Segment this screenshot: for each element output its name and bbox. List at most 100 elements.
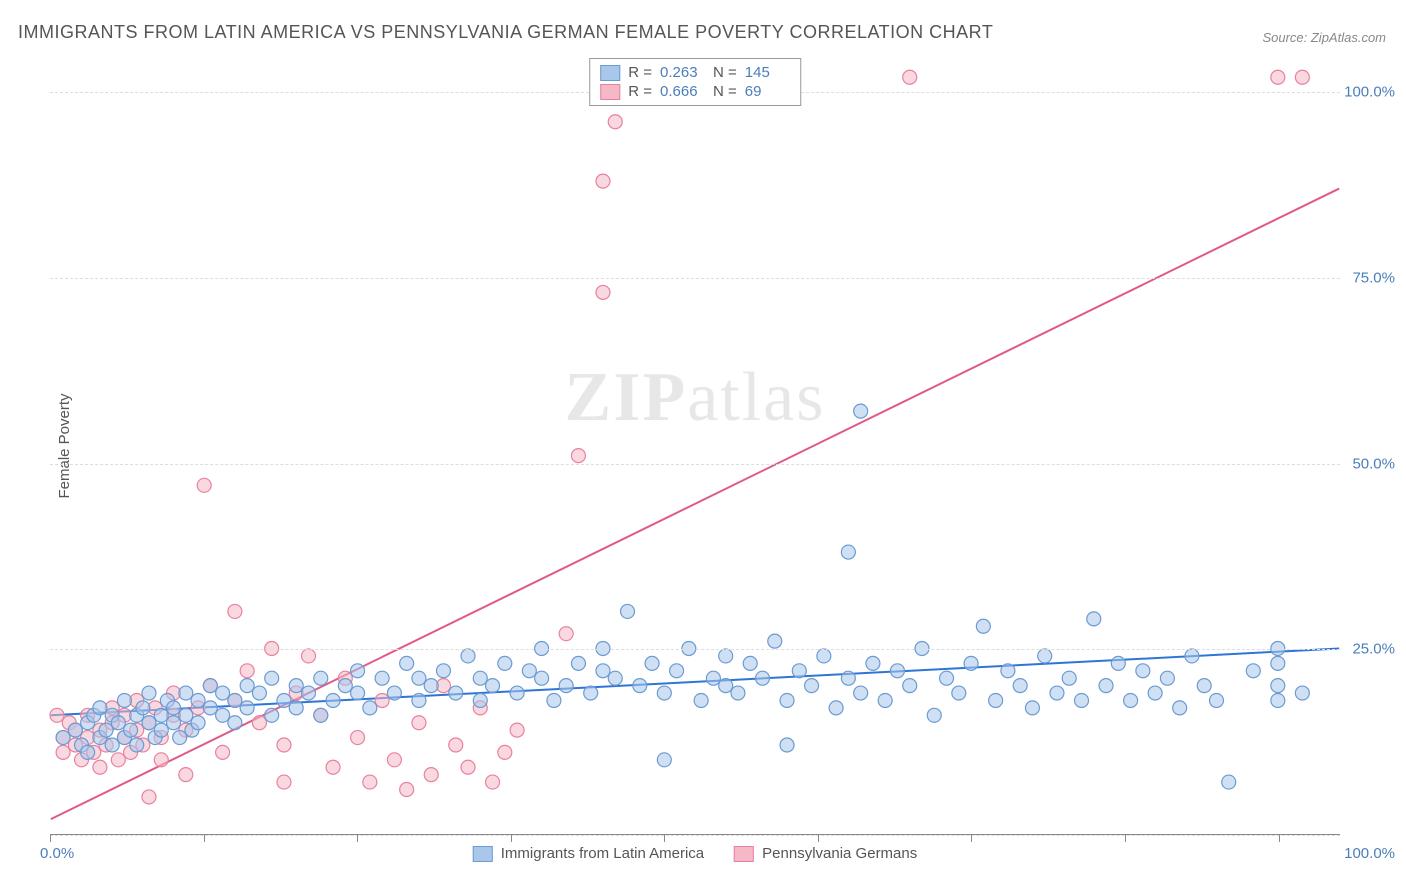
legend-swatch-a: [600, 65, 620, 81]
scatter-point: [1087, 612, 1101, 626]
y-tick-label: 50.0%: [1352, 455, 1395, 472]
scatter-point: [461, 649, 475, 663]
scatter-point: [719, 649, 733, 663]
x-tick: [50, 834, 51, 842]
scatter-point: [105, 738, 119, 752]
scatter-point: [1099, 679, 1113, 693]
scatter-point: [277, 738, 291, 752]
scatter-point: [1271, 70, 1285, 84]
x-tick: [1279, 834, 1280, 842]
scatter-point: [829, 701, 843, 715]
scatter-point: [1295, 686, 1309, 700]
scatter-point: [167, 716, 181, 730]
scatter-point: [547, 693, 561, 707]
x-tick: [1125, 834, 1126, 842]
scatter-point: [179, 768, 193, 782]
chart-title: IMMIGRANTS FROM LATIN AMERICA VS PENNSYL…: [18, 22, 993, 43]
scatter-point: [473, 693, 487, 707]
scatter-point: [130, 738, 144, 752]
scatter-point: [780, 738, 794, 752]
scatter-point: [706, 671, 720, 685]
x-tick: [357, 834, 358, 842]
scatter-point: [111, 716, 125, 730]
x-axis-min-label: 0.0%: [40, 845, 74, 862]
scatter-point: [436, 664, 450, 678]
scatter-point: [400, 656, 414, 670]
scatter-point: [302, 649, 316, 663]
scatter-point: [216, 686, 230, 700]
scatter-point: [265, 708, 279, 722]
legend-label-b: Pennsylvania Germans: [762, 845, 917, 862]
scatter-point: [522, 664, 536, 678]
scatter-point: [571, 449, 585, 463]
scatter-point: [792, 664, 806, 678]
scatter-point: [1160, 671, 1174, 685]
scatter-point: [240, 664, 254, 678]
scatter-point: [81, 745, 95, 759]
scatter-point: [596, 285, 610, 299]
scatter-point: [1295, 70, 1309, 84]
scatter-point: [854, 686, 868, 700]
scatter-point: [1222, 775, 1236, 789]
scatter-point: [1197, 679, 1211, 693]
scatter-point: [154, 753, 168, 767]
scatter-point: [216, 708, 230, 722]
scatter-point: [412, 716, 426, 730]
scatter-point: [768, 634, 782, 648]
scatter-point: [424, 679, 438, 693]
chart-container: IMMIGRANTS FROM LATIN AMERICA VS PENNSYL…: [0, 0, 1406, 892]
scatter-point: [93, 760, 107, 774]
scatter-point: [191, 716, 205, 730]
gridline-h: [50, 649, 1340, 650]
scatter-point: [179, 708, 193, 722]
scatter-point: [890, 664, 904, 678]
scatter-point: [68, 723, 82, 737]
scatter-point: [326, 760, 340, 774]
scatter-point: [743, 656, 757, 670]
scatter-point: [412, 693, 426, 707]
scatter-point: [216, 745, 230, 759]
scatter-point: [302, 686, 316, 700]
scatter-point: [387, 686, 401, 700]
trend-line: [51, 189, 1339, 820]
scatter-point: [111, 753, 125, 767]
scatter-point: [486, 679, 500, 693]
scatter-point: [363, 701, 377, 715]
legend-item-a: Immigrants from Latin America: [473, 845, 704, 862]
gridline-h: [50, 464, 1340, 465]
scatter-point: [657, 753, 671, 767]
scatter-point: [841, 671, 855, 685]
scatter-point: [277, 693, 291, 707]
scatter-point: [252, 686, 266, 700]
scatter-point: [633, 679, 647, 693]
gridline-h: [50, 835, 1340, 836]
r-label: R =: [628, 64, 652, 81]
scatter-point: [805, 679, 819, 693]
scatter-point: [976, 619, 990, 633]
legend-label-a: Immigrants from Latin America: [501, 845, 704, 862]
y-tick-label: 100.0%: [1344, 84, 1395, 101]
scatter-point: [289, 701, 303, 715]
scatter-point: [473, 671, 487, 685]
scatter-point: [670, 664, 684, 678]
scatter-point: [927, 708, 941, 722]
plot-area: ZIPatlas 25.0%50.0%75.0%100.0% R = 0.263…: [50, 55, 1340, 835]
scatter-point: [449, 738, 463, 752]
scatter-point: [387, 753, 401, 767]
scatter-point: [191, 693, 205, 707]
legend-row-series-a: R = 0.263 N = 145: [600, 63, 790, 82]
x-tick: [204, 834, 205, 842]
scatter-point: [252, 716, 266, 730]
x-axis-max-label: 100.0%: [1344, 845, 1395, 862]
scatter-point: [142, 716, 156, 730]
scatter-point: [694, 693, 708, 707]
scatter-point: [571, 656, 585, 670]
scatter-point: [228, 716, 242, 730]
scatter-point: [351, 686, 365, 700]
scatter-point: [314, 671, 328, 685]
scatter-point: [179, 686, 193, 700]
scatter-point: [645, 656, 659, 670]
x-tick: [664, 834, 665, 842]
scatter-point: [363, 775, 377, 789]
r-value-a: 0.263: [660, 64, 705, 81]
